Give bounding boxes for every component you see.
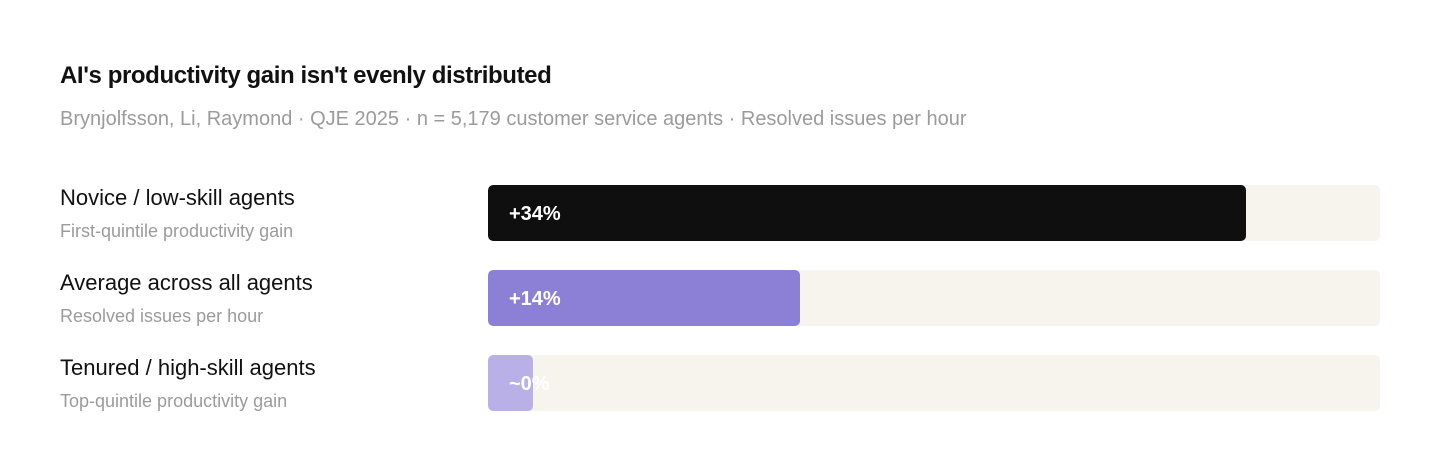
chart-subtitle: Brynjolfsson, Li, Raymond · QJE 2025 · n… — [60, 108, 967, 130]
category-note: Resolved issues per hour — [60, 306, 264, 326]
bar-value-label: ~0% — [509, 373, 550, 395]
bar-track: ~0% — [488, 355, 1380, 411]
bar-tenured — [488, 355, 533, 411]
category-label: Average across all agents — [60, 270, 313, 295]
bar-value-label: +14% — [509, 288, 561, 310]
bar-track: +34% — [488, 185, 1380, 241]
bar-row-novice: Novice / low-skill agents First-quintile… — [60, 185, 1380, 241]
bar-novice — [488, 185, 1247, 241]
category-note: Top-quintile productivity gain — [60, 391, 288, 411]
bar-row-tenured: Tenured / high-skill agents Top-quintile… — [60, 355, 1380, 411]
category-label: Tenured / high-skill agents — [60, 355, 316, 380]
chart-card: AI's productivity gain isn't evenly dist… — [60, 0, 1380, 472]
bar-track: +14% — [488, 270, 1380, 326]
bar-row-average: Average across all agents Resolved issue… — [60, 270, 1380, 326]
category-label: Novice / low-skill agents — [60, 185, 295, 210]
chart-title: AI's productivity gain isn't evenly dist… — [60, 62, 552, 89]
bar-value-label: +34% — [509, 203, 561, 225]
category-note: First-quintile productivity gain — [60, 221, 294, 241]
bar-average — [488, 270, 801, 326]
